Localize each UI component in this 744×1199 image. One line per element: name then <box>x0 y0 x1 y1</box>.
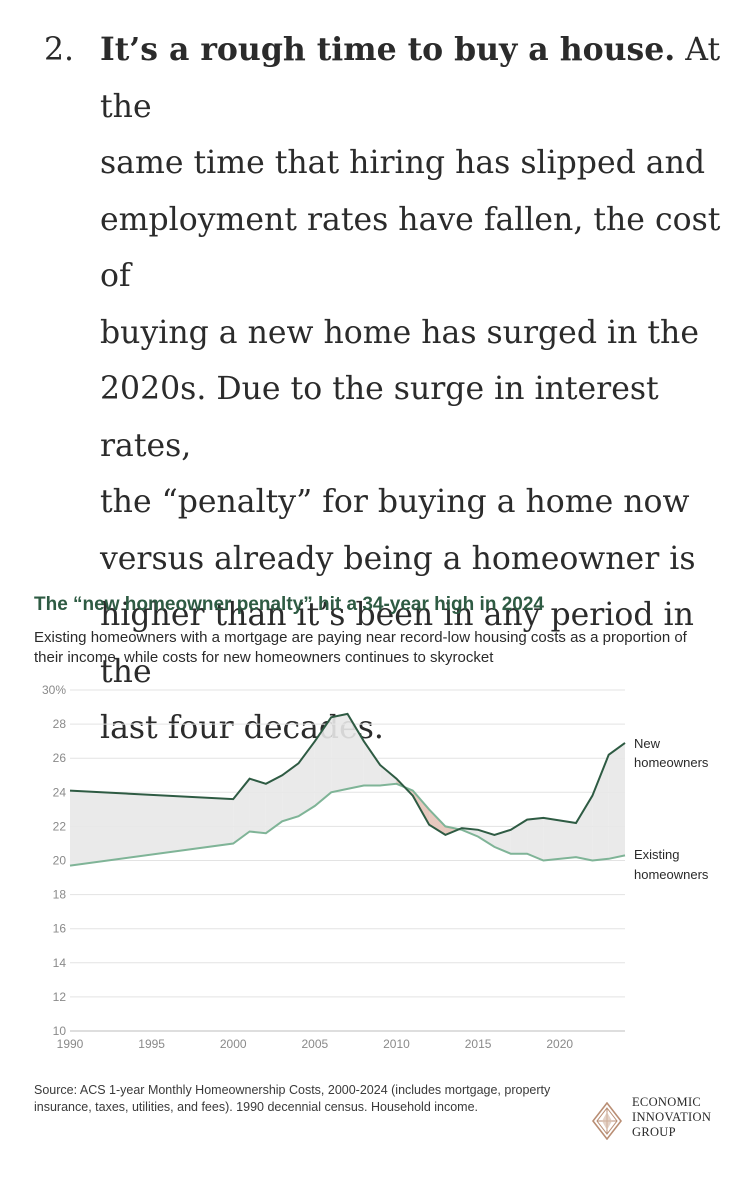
brand-wordmark: ECONOMIC INNOVATION GROUP <box>632 1095 711 1140</box>
penalty-gap-area <box>70 790 234 866</box>
chart-subtitle: Existing homeowners with a mortgage are … <box>34 629 687 666</box>
y-tick-label: 18 <box>53 888 67 902</box>
existing-homeowners-label-line-1: Existing <box>634 847 680 862</box>
y-tick-label: 12 <box>53 990 67 1004</box>
penalty-gap-area <box>576 795 593 861</box>
y-tick-label: 30% <box>42 683 66 697</box>
existing-homeowners-label-line-2: homeowners <box>634 867 709 882</box>
penalty-gap-area <box>298 741 315 817</box>
paragraph-line: the “penalty” for buying a home now <box>100 484 690 520</box>
y-tick-label: 14 <box>53 956 67 970</box>
line-0-text: At the <box>100 32 721 125</box>
x-tick-label: 1995 <box>138 1037 165 1051</box>
penalty-gap-area <box>347 713 364 789</box>
paragraph-line: versus already being a homeowner is <box>100 540 696 577</box>
chart-title: The “new homeowner penalty” hit a 34-yea… <box>34 594 544 615</box>
existing-homeowners-line <box>69 782 626 867</box>
paragraph-line: 2020s. Due to the surge in interest rate… <box>100 371 659 464</box>
new-homeowners-line <box>69 712 626 837</box>
penalty-gap-area <box>380 765 397 786</box>
penalty-gap-area <box>265 775 283 834</box>
penalty-gap-area <box>249 778 266 834</box>
paragraph-line: buying a new home has surged in the <box>100 314 699 351</box>
brand-line-1: ECONOMIC <box>632 1095 702 1109</box>
penalty-gap-area <box>608 742 625 859</box>
penalty-gap-area <box>363 741 381 786</box>
inversion-area <box>429 809 446 835</box>
paragraph-line-1: It’s a rough time to buy a house. At the <box>100 22 734 135</box>
y-tick-label: 28 <box>53 717 67 731</box>
x-tick-label: 2020 <box>546 1037 573 1051</box>
x-tick-label: 1990 <box>57 1037 84 1051</box>
paragraph-body: It’s a rough time to buy a house. At the… <box>100 22 734 757</box>
x-tick-label: 2010 <box>383 1037 410 1051</box>
penalty-gap-area <box>592 754 609 861</box>
brand-line-3: GROUP <box>632 1125 676 1139</box>
x-tick-label: 2005 <box>302 1037 329 1051</box>
penalty-gap-area <box>314 717 332 806</box>
paragraph-line: employment rates have fallen, the cost o… <box>100 201 721 295</box>
x-tick-label: 2000 <box>220 1037 247 1051</box>
penalty-gap-area <box>543 817 577 861</box>
y-tick-label: 16 <box>53 922 67 936</box>
chart-source-note: Source: ACS 1-year Monthly Homeownership… <box>34 1083 551 1114</box>
lead-sentence: It’s a rough time to buy a house. <box>100 31 676 68</box>
brand-logo: ECONOMIC INNOVATION GROUP <box>592 1094 742 1146</box>
y-tick-label: 26 <box>53 751 67 765</box>
penalty-gap-area <box>527 817 544 861</box>
y-tick-label: 10 <box>53 1024 67 1038</box>
list-number: 2. <box>44 32 75 68</box>
paragraph-line: same time that hiring has slipped and <box>100 145 706 181</box>
new-homeowners-label-line-2: homeowners <box>634 755 709 770</box>
article-paragraph: 2. It’s a rough time to buy a house. At … <box>44 22 734 757</box>
penalty-gap-area <box>282 763 299 822</box>
new-homeowners-label-line-1: New <box>634 736 661 751</box>
diamond-logo-icon <box>592 1102 622 1140</box>
penalty-gap-area <box>331 713 348 793</box>
y-tick-label: 20 <box>53 854 67 868</box>
y-tick-label: 22 <box>53 819 67 833</box>
x-tick-label: 2015 <box>465 1037 492 1051</box>
y-tick-label: 24 <box>53 785 67 799</box>
paragraph-line: higher than it’s been in any period in t… <box>100 597 694 690</box>
brand-line-2: INNOVATION <box>632 1110 712 1124</box>
